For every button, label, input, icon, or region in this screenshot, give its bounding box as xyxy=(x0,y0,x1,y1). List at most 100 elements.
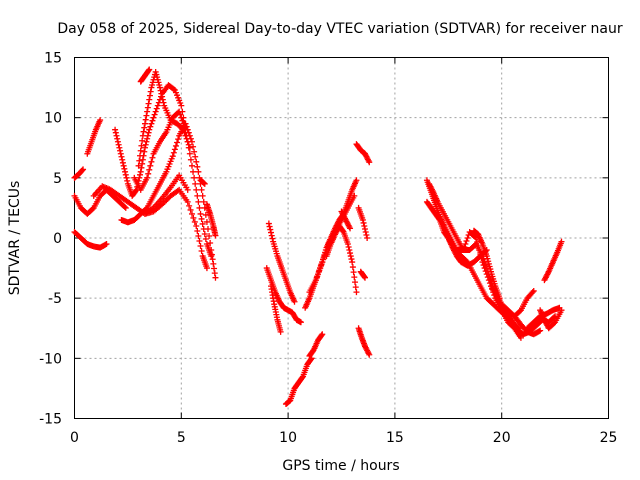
data-point xyxy=(201,180,208,187)
data-point xyxy=(517,334,524,341)
data-point xyxy=(202,211,209,218)
data-point xyxy=(551,314,558,321)
data-point xyxy=(144,135,151,142)
data-point xyxy=(172,142,179,149)
data-point xyxy=(137,147,144,154)
series-arc-24 xyxy=(355,204,371,241)
data-point xyxy=(158,90,165,97)
data-point xyxy=(352,279,359,286)
data-point xyxy=(118,153,125,160)
data-point xyxy=(149,154,156,161)
data-point xyxy=(174,139,181,146)
x-axis-title: GPS time / hours xyxy=(282,458,399,474)
x-tick-labels: 0 5 10 15 20 25 xyxy=(70,430,617,446)
data-point xyxy=(181,129,188,136)
data-point xyxy=(148,158,155,165)
data-point xyxy=(201,230,208,237)
data-point xyxy=(211,270,218,277)
data-point xyxy=(123,174,130,181)
data-point xyxy=(268,229,275,236)
data-point xyxy=(117,150,124,157)
data-point xyxy=(479,259,486,266)
data-point xyxy=(80,166,87,173)
data-point xyxy=(361,222,368,229)
data-point xyxy=(139,132,146,139)
data-point xyxy=(147,123,154,130)
data-point xyxy=(210,260,217,267)
data-point xyxy=(482,268,489,275)
data-point xyxy=(139,156,146,163)
data-point xyxy=(169,153,176,160)
data-point xyxy=(186,202,193,209)
data-point xyxy=(478,255,485,262)
data-point xyxy=(154,102,161,109)
data-point xyxy=(122,168,129,175)
data-point xyxy=(203,265,210,272)
data-point xyxy=(141,124,148,131)
data-point xyxy=(477,251,484,258)
data-point xyxy=(362,228,369,235)
data-point xyxy=(196,204,203,211)
data-point xyxy=(464,235,471,241)
data-point xyxy=(529,289,536,296)
data-point xyxy=(183,135,190,142)
series-arc-32 xyxy=(488,283,559,338)
data-point xyxy=(190,168,197,175)
data-point xyxy=(178,114,185,121)
data-point xyxy=(137,168,144,175)
data-point xyxy=(366,351,373,358)
data-point xyxy=(315,271,322,278)
data-point xyxy=(361,225,368,232)
data-point xyxy=(345,244,352,251)
data-point xyxy=(265,220,272,227)
y-tick-label: -15 xyxy=(39,412,62,428)
data-point xyxy=(267,226,274,233)
series-arc-15 xyxy=(268,283,284,335)
data-point xyxy=(145,67,152,74)
grid xyxy=(74,57,609,419)
data-point xyxy=(195,168,202,175)
series-arc-22 xyxy=(338,208,354,232)
y-tick-label: -10 xyxy=(39,351,62,367)
data-point xyxy=(351,192,358,199)
series-arc-35 xyxy=(541,238,565,284)
data-point xyxy=(277,328,284,335)
data-point xyxy=(307,356,314,363)
data-point xyxy=(205,225,211,232)
data-point xyxy=(436,215,443,222)
data-point xyxy=(114,135,121,142)
data-point xyxy=(138,142,145,149)
data-point xyxy=(363,231,370,238)
data-point xyxy=(160,99,167,106)
data-point xyxy=(157,87,164,94)
y-tick-label: -5 xyxy=(48,291,62,307)
series-arc-11 xyxy=(141,172,191,217)
data-point xyxy=(185,141,192,148)
data-point xyxy=(112,126,119,133)
series-arc-14 xyxy=(263,265,304,326)
x-tick-label: 5 xyxy=(177,430,186,446)
data-point xyxy=(150,114,157,121)
data-point xyxy=(148,120,155,127)
data-point xyxy=(318,332,325,339)
data-point xyxy=(143,138,150,145)
data-point xyxy=(144,108,151,115)
series-arc-18 xyxy=(306,331,326,359)
data-point xyxy=(114,138,121,145)
data-point xyxy=(192,180,199,187)
data-point xyxy=(190,214,197,221)
data-point xyxy=(350,269,357,276)
data-point xyxy=(268,232,275,239)
data-point xyxy=(188,162,195,169)
data-point xyxy=(198,186,205,193)
data-point xyxy=(122,171,129,178)
data-point xyxy=(476,247,483,254)
data-point xyxy=(142,141,149,148)
data-point xyxy=(144,104,151,111)
data-point xyxy=(188,210,195,217)
data-point xyxy=(351,274,358,281)
data-point xyxy=(463,258,470,265)
data-point xyxy=(506,312,513,319)
data-point xyxy=(186,144,193,151)
data-point xyxy=(313,274,320,281)
